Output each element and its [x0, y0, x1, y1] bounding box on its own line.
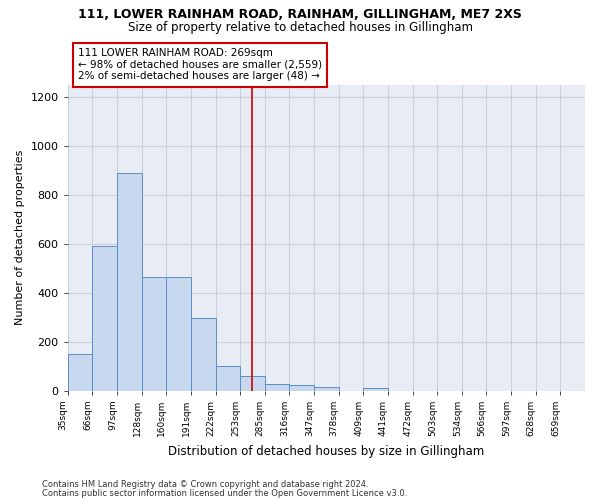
Text: 111 LOWER RAINHAM ROAD: 269sqm
← 98% of detached houses are smaller (2,559)
2% o: 111 LOWER RAINHAM ROAD: 269sqm ← 98% of …	[78, 48, 322, 82]
Text: Contains public sector information licensed under the Open Government Licence v3: Contains public sector information licen…	[42, 488, 407, 498]
X-axis label: Distribution of detached houses by size in Gillingham: Distribution of detached houses by size …	[168, 444, 484, 458]
Bar	[289, 386, 314, 391]
Text: Contains HM Land Registry data © Crown copyright and database right 2024.: Contains HM Land Registry data © Crown c…	[42, 480, 368, 489]
Text: 111, LOWER RAINHAM ROAD, RAINHAM, GILLINGHAM, ME7 2XS: 111, LOWER RAINHAM ROAD, RAINHAM, GILLIN…	[78, 8, 522, 20]
Bar	[265, 384, 289, 391]
Bar	[142, 277, 166, 391]
Bar	[215, 366, 240, 391]
Bar	[92, 246, 117, 391]
Bar	[240, 376, 265, 391]
Bar	[364, 388, 388, 391]
Bar	[68, 354, 92, 391]
Y-axis label: Number of detached properties: Number of detached properties	[15, 150, 25, 326]
Bar	[314, 387, 338, 391]
Bar	[166, 277, 191, 391]
Text: Size of property relative to detached houses in Gillingham: Size of property relative to detached ho…	[128, 21, 473, 34]
Bar	[117, 172, 142, 391]
Bar	[191, 318, 215, 391]
